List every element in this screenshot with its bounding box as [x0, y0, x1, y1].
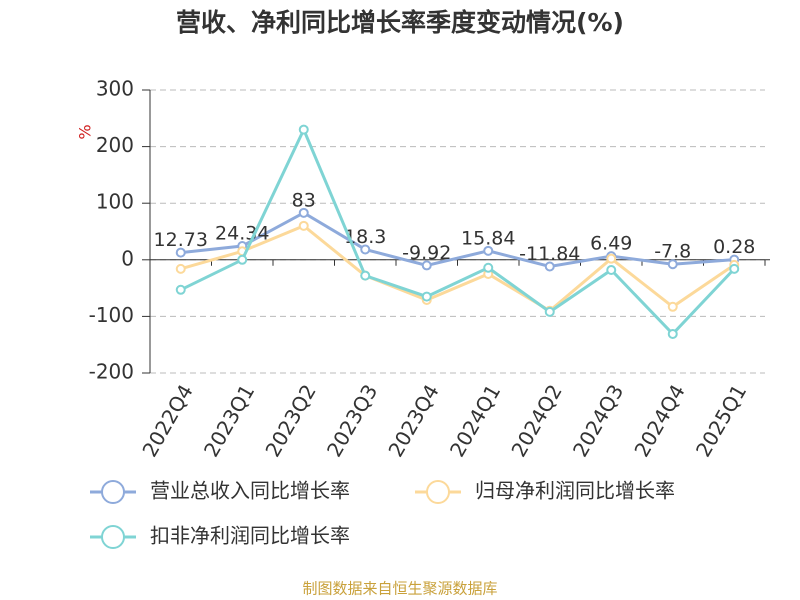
x-tick-label: 2025Q1: [691, 380, 751, 461]
y-tick-label: 100: [96, 190, 134, 214]
legend-marker: [426, 480, 450, 504]
x-tick-label: 2023Q4: [383, 380, 443, 461]
data-point: [544, 306, 555, 317]
y-tick-label: -100: [89, 303, 134, 327]
x-tick-label: 2024Q2: [506, 380, 566, 461]
data-point: [606, 253, 617, 264]
x-tick-label: 2023Q2: [260, 380, 320, 461]
data-point: [483, 245, 494, 256]
chart-title: 营收、净利同比增长率季度变动情况(%): [176, 8, 624, 37]
series-line: [180, 224, 736, 313]
data-point: [667, 328, 678, 339]
data-point: [298, 124, 309, 135]
y-tick-label: 0: [121, 246, 134, 270]
data-point: [360, 244, 371, 255]
legend-marker: [101, 525, 125, 549]
data-point: [421, 260, 432, 271]
data-label: 24.34: [215, 223, 269, 245]
x-tick-label: 2023Q3: [322, 380, 382, 461]
y-tick-label: 200: [96, 133, 134, 157]
data-point: [175, 247, 186, 258]
data-label: 0.28: [713, 236, 755, 258]
y-tick-label: 300: [96, 77, 134, 101]
data-point: [483, 262, 494, 273]
x-tick-label: 2024Q4: [629, 380, 689, 461]
data-label: 12.73: [154, 229, 208, 251]
data-label: 83: [292, 189, 316, 211]
data-label: -9.92: [402, 242, 451, 264]
data-point: [544, 261, 555, 272]
data-label: -11.84: [519, 243, 580, 265]
legend-marker: [101, 480, 125, 504]
series-line: [180, 211, 735, 269]
source-note: 制图数据来自恒生聚源数据库: [302, 580, 497, 598]
legend-label: 营业总收入同比增长率: [150, 479, 350, 503]
legend-label: 归母净利润同比增长率: [475, 479, 675, 503]
data-point: [237, 254, 248, 265]
x-tick-label: 2024Q1: [445, 380, 505, 461]
y-tick-label: -200: [89, 360, 134, 384]
y-axis-label: %: [76, 124, 95, 139]
data-point: [667, 301, 678, 312]
series-line: [180, 125, 736, 337]
data-point: [729, 263, 740, 274]
data-label: 18.3: [344, 226, 386, 248]
x-tick-label: 2023Q1: [199, 380, 259, 461]
data-point: [360, 270, 371, 281]
x-tick-label: 2022Q4: [137, 380, 197, 461]
data-point: [175, 263, 186, 274]
data-point: [421, 291, 432, 302]
data-point: [298, 220, 309, 231]
data-label: -7.8: [654, 241, 691, 263]
data-point: [606, 264, 617, 275]
data-label: 6.49: [590, 233, 632, 255]
legend-label: 扣非净利润同比增长率: [150, 524, 350, 548]
x-tick-label: 2024Q3: [568, 380, 628, 461]
data-point: [175, 284, 186, 295]
data-label: 15.84: [461, 227, 515, 249]
data-point: [667, 259, 678, 270]
data-point: [298, 207, 309, 218]
